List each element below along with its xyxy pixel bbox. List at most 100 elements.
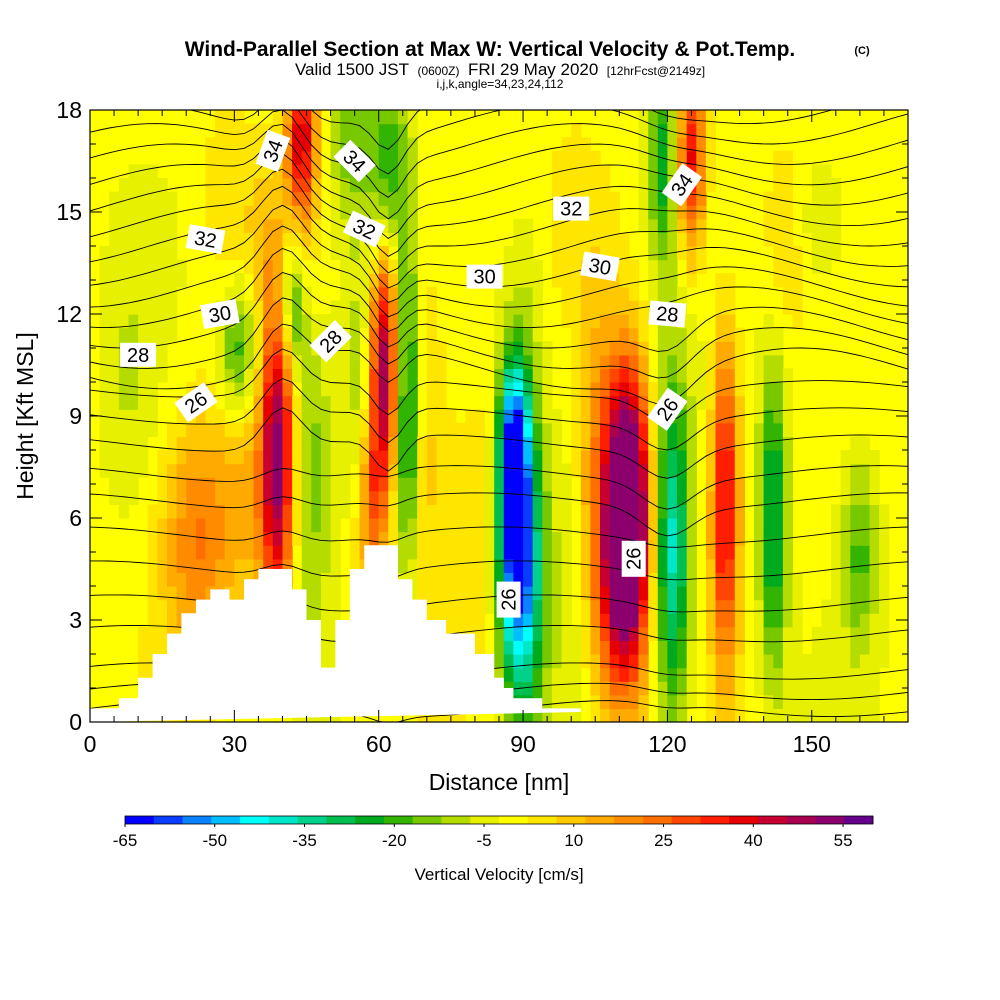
velocity-cell [99,300,110,315]
velocity-cell [378,300,389,315]
velocity-cell [580,314,591,329]
velocity-cell [879,640,890,655]
velocity-cell [378,246,389,261]
velocity-cell [292,164,303,179]
velocity-cell [388,490,399,505]
velocity-cell [369,110,380,125]
velocity-cell [388,327,399,342]
velocity-cell [667,531,678,546]
velocity-cell [503,286,514,301]
velocity-cell [628,382,640,397]
velocity-cell [840,504,851,519]
velocity-cell [725,382,736,397]
velocity-cell [773,490,784,505]
velocity-cell [677,422,688,437]
velocity-cell [677,599,688,614]
velocity-cell [301,178,312,193]
velocity-cell [340,450,351,465]
velocity-cell [465,572,476,587]
velocity-cell [494,477,505,492]
velocity-cell [292,178,303,193]
velocity-cell [725,545,736,560]
velocity-cell [195,409,207,424]
velocity-cell [609,436,620,451]
velocity-cell [667,422,678,437]
velocity-cell [705,613,717,628]
velocity-cell [340,504,351,519]
x-tick-label: 60 [366,731,392,757]
velocity-cell [628,694,640,709]
velocity-cell [763,545,774,560]
velocity-cell [696,150,707,165]
y-tick-label: 18 [56,97,82,123]
velocity-cell [619,694,630,709]
velocity-cell [330,572,341,587]
velocity-cell [773,436,784,451]
velocity-cell [831,518,842,533]
velocity-cell [686,654,697,669]
velocity-cell [821,232,832,247]
velocity-cell [186,558,197,573]
velocity-cell [436,450,447,465]
velocity-cell [725,477,736,492]
velocity-cell [532,654,543,669]
velocity-cell [648,504,659,519]
velocity-cell [311,150,322,165]
velocity-cell [426,477,437,492]
isentrope-line [90,323,908,405]
velocity-cell [580,178,591,193]
velocity-cell [580,436,591,451]
velocity-cell [609,626,620,641]
velocity-cell [167,327,178,342]
isentropes [90,110,908,722]
velocity-cell [513,504,524,519]
velocity-cell [657,531,668,546]
velocity-cell [282,518,293,533]
velocity-cell [167,436,178,451]
velocity-cell [859,490,871,505]
velocity-cell [474,613,486,628]
velocity-cell [686,191,697,206]
velocity-cell [725,518,736,533]
velocity-cell [484,504,495,519]
velocity-cell [686,504,697,519]
velocity-cell [388,300,399,315]
velocity-cell [398,164,409,179]
velocity-cell [773,681,784,696]
velocity-cell [532,490,543,505]
colorbar-swatch [671,816,701,824]
velocity-cell [686,123,697,138]
velocity-cell [542,422,553,437]
velocity-cell [301,422,312,437]
velocity-cell [686,586,697,601]
velocity-cell [109,191,120,206]
velocity-cell [176,599,187,614]
velocity-cell [763,463,774,478]
velocity-cell [128,409,139,424]
velocity-cell [109,300,120,315]
velocity-cell [657,436,668,451]
velocity-cell [532,504,543,519]
colorbar-swatch [441,816,471,824]
velocity-cell [282,395,293,410]
velocity-cell [590,368,601,383]
velocity-cell [840,613,851,628]
velocity-cell [513,368,524,383]
velocity-cell [619,613,630,628]
velocity-cell [359,463,370,478]
velocity-cell [311,422,322,437]
velocity-cell [494,368,505,383]
velocity-cell [523,545,534,560]
velocity-cell [821,218,832,233]
isentrope-label: 34 [255,129,291,172]
velocity-cell [215,191,226,206]
velocity-cell [590,191,601,206]
velocity-cell [176,531,187,546]
velocity-cell [561,586,572,601]
velocity-cell [311,490,322,505]
velocity-cell [782,558,794,573]
velocity-cell [147,626,158,641]
velocity-cell [311,354,322,369]
velocity-cell [734,463,745,478]
velocity-cell [667,150,678,165]
